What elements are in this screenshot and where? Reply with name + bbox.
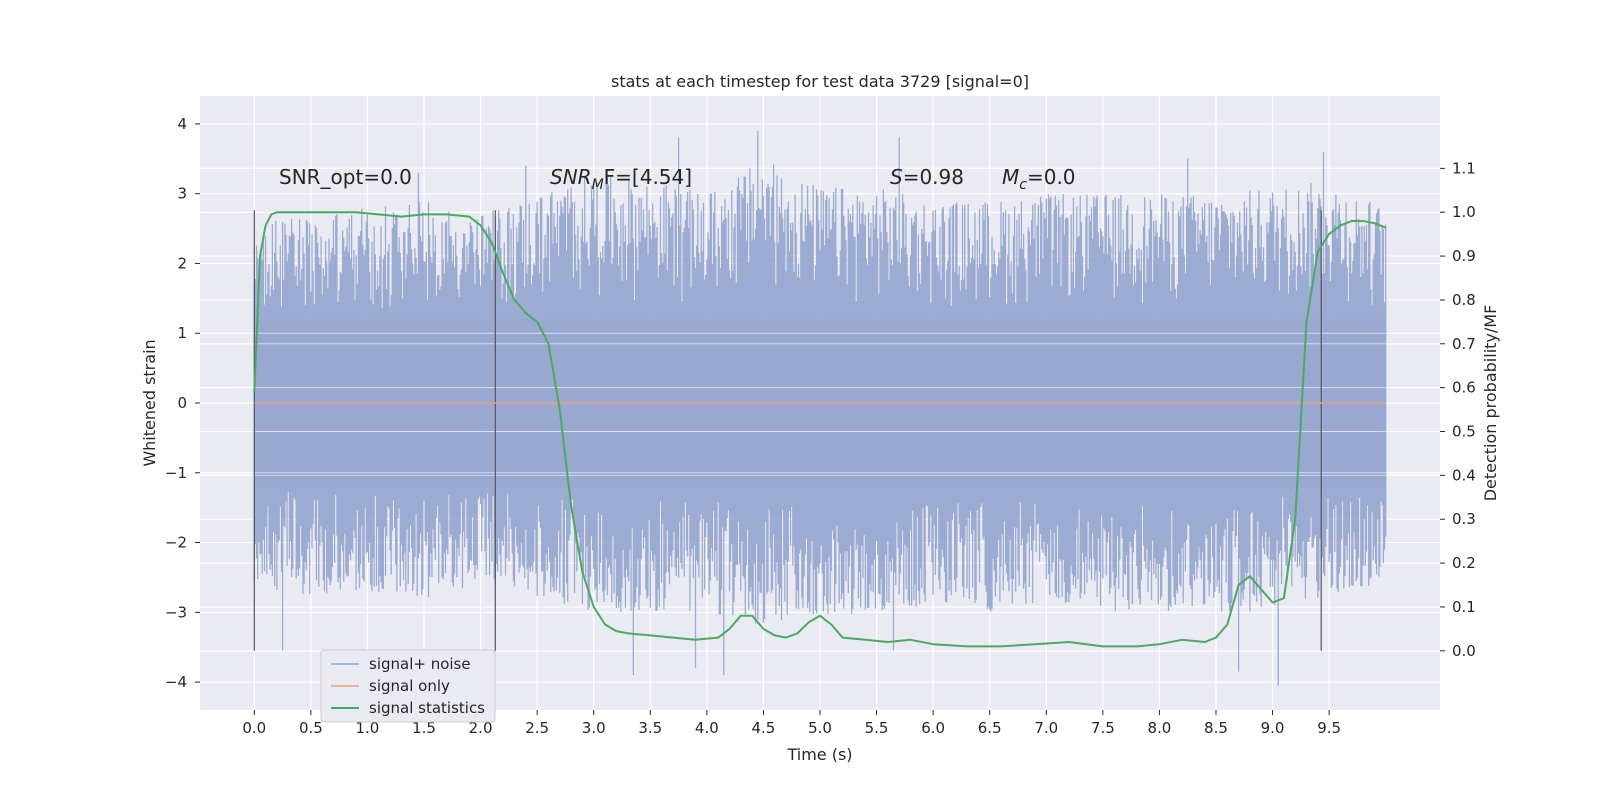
x-tick-label: 9.0 <box>1261 719 1285 737</box>
y2-tick-label: 0.3 <box>1452 510 1476 528</box>
x-tick-label: 6.5 <box>978 719 1002 737</box>
annotation-s-main: S <box>890 165 903 189</box>
x-tick-label: 8.0 <box>1147 719 1171 737</box>
y2-tick-label: 0.9 <box>1452 247 1476 265</box>
y-axis-label: Whitened strain <box>140 339 159 466</box>
y2-tick-label: 0.7 <box>1452 335 1476 353</box>
x-tick-label: 5.5 <box>865 719 889 737</box>
signal-statistics-line <box>253 211 1387 648</box>
x-tick-label: 6.0 <box>921 719 945 737</box>
chart-title: stats at each timestep for test data 372… <box>611 72 1029 91</box>
y-tick-label: −2 <box>165 534 187 552</box>
x-tick-label: 1.0 <box>356 719 380 737</box>
x-tick-label: 0.5 <box>299 719 323 737</box>
series-lines <box>253 211 1387 648</box>
x-tick-label: 8.5 <box>1204 719 1228 737</box>
x-tick-label: 7.0 <box>1034 719 1058 737</box>
x-tick-label: 2.5 <box>525 719 549 737</box>
y-tick-label: 1 <box>177 324 187 342</box>
y-tick-label: 0 <box>177 394 187 412</box>
y-tick-label: 4 <box>177 115 187 133</box>
x-tick-label: 9.5 <box>1317 719 1341 737</box>
x-tick-label: 4.5 <box>752 719 776 737</box>
annotation-snr-mf-rest: F=[4.54] <box>604 165 692 189</box>
x-tick-label: 7.5 <box>1091 719 1115 737</box>
y2-tick-label: 0.4 <box>1452 466 1476 484</box>
annotation-snr-opt: SNR_opt=0.0 <box>279 165 412 189</box>
legend: signal+ noise signal only signal statist… <box>320 649 496 723</box>
legend-label-signal-only: signal only <box>369 677 450 695</box>
y2-tick-label: 0.1 <box>1452 598 1476 616</box>
y-tick-label: −1 <box>165 464 187 482</box>
y2-tick-label: 0.8 <box>1452 291 1476 309</box>
annotation-mc-main: M <box>1002 165 1019 189</box>
x-tick-label: 4.0 <box>695 719 719 737</box>
y-tick-label: 2 <box>177 254 187 272</box>
annotation-snr-mf: SNRMF=[4.54] <box>550 165 692 193</box>
y2-tick-label: 0.5 <box>1452 423 1476 441</box>
annotation-snr-mf-main: SNR <box>550 165 592 189</box>
tick-labels: 0.0 0.5 1.0 1.5 2.0 2.5 3.0 3.5 4.0 4.5 5.0 5.5 6.0 6… <box>165 115 1476 737</box>
legend-box <box>320 649 496 723</box>
annotation-mc: Mc=0.0 <box>1002 165 1076 193</box>
y-tick-label: −3 <box>165 603 187 621</box>
y-tick-label: 3 <box>177 185 187 203</box>
legend-label-signal-statistics: signal statistics <box>369 699 485 717</box>
y-tick-label: −4 <box>165 673 187 691</box>
vertical-markers <box>253 210 1322 651</box>
y2-tick-label: 1.0 <box>1452 203 1476 221</box>
y2-tick-label: 0.0 <box>1452 642 1476 660</box>
legend-label-signal-noise: signal+ noise <box>369 655 471 673</box>
annotation-s-rest: =0.98 <box>903 165 964 189</box>
annotation-snr-mf-sub: M <box>592 177 604 193</box>
y2-tick-label: 0.2 <box>1452 554 1476 572</box>
y2-tick-label: 0.6 <box>1452 379 1476 397</box>
x-tick-label: 2.0 <box>469 719 493 737</box>
annotation-mc-rest: =0.0 <box>1027 165 1076 189</box>
x-tick-label: 0.0 <box>242 719 266 737</box>
x-tick-label: 5.0 <box>808 719 832 737</box>
y2-axis-label: Detection probability/MF <box>1481 305 1500 502</box>
x-axis-label: Time (s) <box>786 745 852 764</box>
x-tick-label: 1.5 <box>412 719 436 737</box>
annotation-s: S=0.98 <box>890 165 964 189</box>
annotation-mc-sub: c <box>1019 177 1027 193</box>
x-tick-label: 3.0 <box>582 719 606 737</box>
x-tick-label: 3.5 <box>638 719 662 737</box>
y2-tick-label: 1.1 <box>1452 159 1476 177</box>
